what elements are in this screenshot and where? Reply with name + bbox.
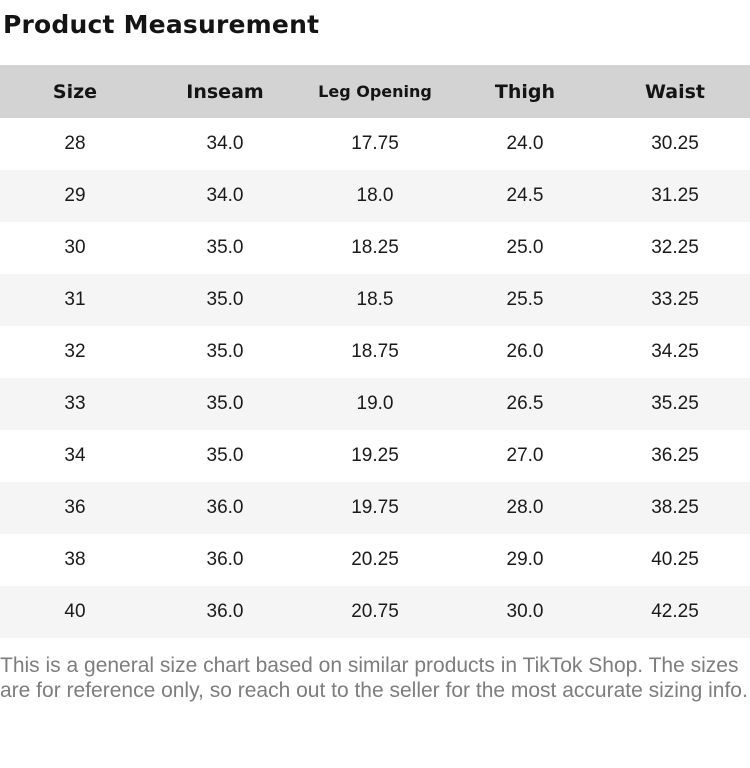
measurement-cell: 25.5: [506, 289, 544, 310]
table-row: 40 36.0 20.75 30.0 42.25: [0, 586, 750, 638]
measurement-cell: 18.0: [356, 185, 394, 206]
measurement-cell: 36.0: [206, 549, 244, 570]
table-row: 29 34.0 18.0 24.5 31.25: [0, 170, 750, 222]
column-header-leg-opening: Leg Opening: [300, 65, 450, 118]
measurement-cell: 25.0: [506, 237, 544, 258]
table-row: 30 35.0 18.25 25.0 32.25: [0, 222, 750, 274]
measurement-cell: 29.0: [506, 549, 544, 570]
measurement-cell: 28: [64, 133, 86, 154]
header-row: Size Inseam Leg Opening Thigh Waist: [0, 65, 750, 118]
measurement-cell: 20.25: [351, 549, 399, 570]
size-chart-header: Size Inseam Leg Opening Thigh Waist: [0, 65, 750, 118]
measurement-cell: 19.75: [351, 497, 399, 518]
table-row: 28 34.0 17.75 24.0 30.25: [0, 118, 750, 170]
measurement-cell: 30.25: [651, 133, 699, 154]
measurement-cell: 36.0: [206, 497, 244, 518]
table-row: 31 35.0 18.5 25.5 33.25: [0, 274, 750, 326]
measurement-cell: 40.25: [651, 549, 699, 570]
measurement-cell: 30.0: [506, 601, 544, 622]
measurement-cell: 18.25: [351, 237, 399, 258]
table-row: 34 35.0 19.25 27.0 36.25: [0, 430, 750, 482]
measurement-cell: 36.0: [206, 601, 244, 622]
measurement-cell: 27.0: [506, 445, 544, 466]
measurement-cell: 42.25: [651, 601, 699, 622]
measurement-cell: 20.75: [351, 601, 399, 622]
measurement-cell: 17.75: [351, 133, 399, 154]
measurement-cell: 26.5: [506, 393, 544, 414]
column-header-thigh: Thigh: [450, 65, 600, 118]
size-chart-body: 28 34.0 17.75 24.0 30.25 29 34.0 18.0 24.5 31.25 3…: [0, 118, 750, 638]
measurement-cell: 34: [64, 445, 86, 466]
table-row: 32 35.0 18.75 26.0 34.25: [0, 326, 750, 378]
measurement-cell: 35.25: [651, 393, 699, 414]
measurement-cell: 18.75: [351, 341, 399, 362]
measurement-cell: 19.25: [351, 445, 399, 466]
measurement-cell: 31.25: [651, 185, 699, 206]
measurement-cell: 35.0: [206, 289, 244, 310]
measurement-cell: 24.5: [506, 185, 544, 206]
measurement-cell: 40: [64, 601, 86, 622]
page-title: Product Measurement: [3, 10, 320, 39]
column-header-size: Size: [0, 65, 150, 118]
measurement-cell: 19.0: [356, 393, 394, 414]
measurement-cell: 28.0: [506, 497, 544, 518]
measurement-cell: 35.0: [206, 237, 244, 258]
measurement-cell: 35.0: [206, 445, 244, 466]
disclaimer-text: This is a general size chart based on si…: [0, 654, 748, 702]
measurement-cell: 32: [64, 341, 86, 362]
measurement-cell: 34.0: [206, 185, 244, 206]
measurement-cell: 36: [64, 497, 86, 518]
measurement-cell: 36.25: [651, 445, 699, 466]
measurement-cell: 38: [64, 549, 86, 570]
table-row: 36 36.0 19.75 28.0 38.25: [0, 482, 750, 534]
measurement-cell: 24.0: [506, 133, 544, 154]
measurement-cell: 34.25: [651, 341, 699, 362]
measurement-cell: 33.25: [651, 289, 699, 310]
measurement-cell: 38.25: [651, 497, 699, 518]
measurement-cell: 18.5: [356, 289, 394, 310]
measurement-cell: 30: [64, 237, 86, 258]
column-header-inseam: Inseam: [150, 65, 300, 118]
measurement-cell: 26.0: [506, 341, 544, 362]
column-header-waist: Waist: [600, 65, 750, 118]
measurement-cell: 34.0: [206, 133, 244, 154]
measurement-cell: 32.25: [651, 237, 699, 258]
table-row: 38 36.0 20.25 29.0 40.25: [0, 534, 750, 586]
table-row: 33 35.0 19.0 26.5 35.25: [0, 378, 750, 430]
measurement-cell: 31: [64, 289, 86, 310]
size-chart-table: Size Inseam Leg Opening Thigh Waist 28 34.0 17…: [0, 65, 750, 638]
measurement-cell: 35.0: [206, 393, 244, 414]
measurement-cell: 35.0: [206, 341, 244, 362]
measurement-cell: 29: [64, 185, 86, 206]
measurement-cell: 33: [64, 393, 86, 414]
